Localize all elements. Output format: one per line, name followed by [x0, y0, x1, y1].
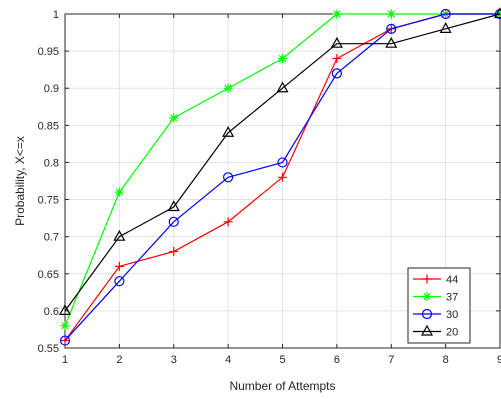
- x-tick-label: 7: [388, 354, 394, 366]
- data-point: [278, 172, 287, 182]
- data-point: [440, 8, 451, 20]
- x-tick-label: 8: [443, 354, 449, 366]
- data-point: [60, 321, 70, 331]
- data-point: [386, 23, 397, 34]
- y-tick-label: 0.8: [44, 157, 59, 169]
- y-axis-title: Probability, X<=x: [13, 136, 27, 226]
- data-point: [114, 276, 125, 287]
- data-point: [113, 229, 126, 241]
- data-point: [277, 157, 288, 168]
- legend-label: 30: [446, 309, 458, 321]
- series-group: [58, 7, 501, 346]
- y-tick-label: 0.9: [44, 83, 59, 95]
- legend-marker: [421, 308, 433, 320]
- y-tick-label: 0.65: [38, 269, 59, 281]
- x-tick-label: 5: [279, 354, 285, 366]
- x-axis-title: Number of Attempts: [229, 379, 335, 393]
- data-point: [167, 200, 180, 212]
- data-point: [223, 83, 233, 93]
- data-point: [493, 7, 501, 19]
- data-point: [278, 54, 287, 64]
- y-tick-label: 0.95: [38, 46, 59, 58]
- legend-marker: [422, 274, 432, 284]
- data-point: [223, 172, 234, 183]
- series-line-30: [64, 13, 500, 341]
- data-point: [58, 304, 72, 315]
- legend-label: 20: [446, 327, 458, 339]
- y-tick-label: 0.6: [44, 306, 59, 318]
- data-point: [114, 187, 124, 197]
- data-point: [59, 335, 71, 346]
- data-point: [386, 9, 396, 19]
- x-tick-label: 6: [334, 354, 340, 366]
- x-tick-label: 1: [62, 354, 68, 366]
- axis-ticks: 1 2 3 4 5 6 7 8 9 0.55 0.6 0.65 0.7 0.75 0.8 0.85 0.9 0.9…: [38, 9, 501, 366]
- data-point: [169, 247, 179, 257]
- data-point: [222, 126, 235, 137]
- legend-marker: [420, 324, 434, 336]
- x-tick-label: 3: [171, 354, 177, 366]
- data-point: [60, 336, 70, 346]
- legend-item-30: 30: [413, 308, 458, 321]
- x-tick-label: 4: [225, 354, 231, 366]
- y-tick-label: 1: [53, 9, 59, 21]
- data-point: [385, 36, 398, 48]
- data-point: [169, 113, 179, 123]
- y-tick-label: 0.85: [38, 120, 59, 132]
- data-point: [439, 22, 452, 33]
- legend: 44 37 30 20: [407, 267, 471, 344]
- data-point: [332, 9, 342, 19]
- data-point: [276, 81, 289, 93]
- legend-marker: [422, 292, 432, 301]
- series-20: [58, 7, 501, 315]
- data-point: [114, 261, 124, 271]
- data-point: [330, 36, 343, 48]
- y-tick-label: 0.7: [44, 232, 59, 244]
- data-point: [332, 54, 342, 64]
- legend-box: [407, 267, 471, 344]
- legend-label: 44: [446, 274, 458, 286]
- legend-item-44: 44: [413, 274, 458, 286]
- x-tick-label: 9: [497, 354, 501, 366]
- y-tick-label: 0.55: [38, 343, 59, 355]
- x-tick-label: 2: [116, 354, 122, 366]
- data-point: [168, 216, 179, 227]
- data-point: [331, 68, 342, 79]
- series-line-20: [64, 13, 501, 312]
- data-point: [223, 217, 233, 227]
- legend-label: 37: [446, 292, 458, 304]
- y-tick-label: 0.75: [38, 195, 59, 207]
- legend-item-37: 37: [413, 292, 458, 304]
- legend-item-20: 20: [413, 324, 458, 339]
